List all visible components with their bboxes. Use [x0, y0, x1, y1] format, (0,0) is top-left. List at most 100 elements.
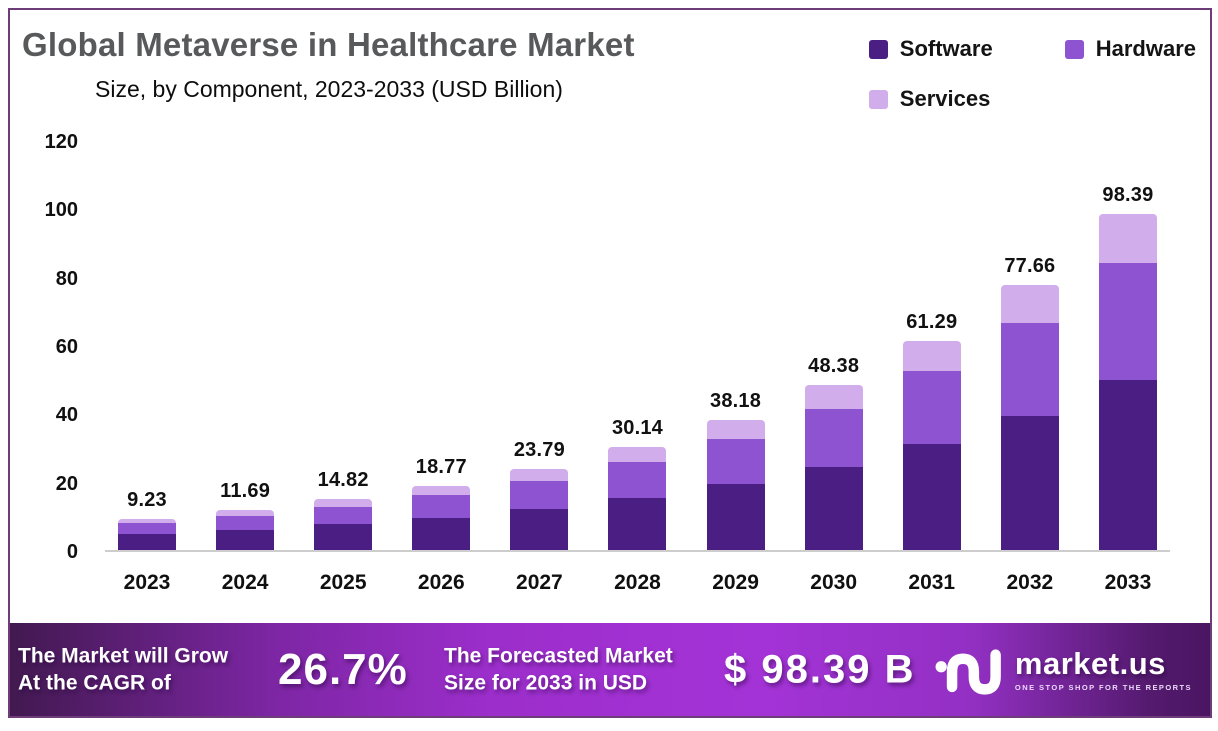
legend-label: Hardware [1095, 36, 1196, 61]
brand-logo: market.us ONE STOP SHOP FOR THE REPORTS [933, 645, 1192, 695]
bar-segment-software [804, 466, 863, 550]
bar-2032: 77.66 2032 [1000, 142, 1059, 594]
brand-text: market.us ONE STOP SHOP FOR THE REPORTS [1015, 648, 1192, 692]
bar-segment-services [804, 384, 863, 409]
bar-segment-services [412, 485, 471, 496]
bar-segment-hardware [510, 480, 569, 509]
bar-segment-software [1098, 380, 1157, 550]
page-title: Global Metaverse in Healthcare Market [22, 26, 635, 63]
forecast-label-line1: The Forecasted Market [444, 643, 673, 667]
bar-total-label: 9.23 [127, 488, 167, 511]
forecast-label-line2: Size for 2033 in USD [444, 671, 648, 695]
page-subtitle: Size, by Component, 2023-2033 (USD Billi… [95, 76, 563, 102]
bar-2023: 9.23 2023 [118, 142, 176, 594]
cagr-label-line1: The Market will Grow [18, 643, 229, 667]
y-tick-label-40: 40 [55, 404, 78, 427]
bar-segment-hardware [314, 506, 373, 525]
x-axis-label-2029: 2029 [712, 571, 759, 594]
x-axis-label-2033: 2033 [1104, 571, 1152, 594]
bar-segment-software [1000, 416, 1059, 550]
x-axis-label-2023: 2023 [123, 571, 171, 594]
x-axis-label-2031: 2031 [908, 571, 956, 594]
bar-segment-services [216, 510, 275, 516]
x-axis-label-2032: 2032 [1006, 571, 1054, 594]
forecast-value: $ 98.39 B [724, 647, 916, 691]
bar-segment-software [216, 529, 275, 550]
bar-segment-services [118, 518, 176, 524]
bar-segment-services [706, 419, 765, 439]
footer-banner: The Market will Grow At the CAGR of 26.7… [10, 623, 1210, 716]
brand-tagline: ONE STOP SHOP FOR THE REPORTS [1014, 682, 1192, 692]
y-tick-label-120: 120 [44, 131, 78, 153]
bar-total-label: 98.39 [1102, 183, 1154, 206]
legend-swatch-services [868, 89, 888, 109]
bar-2031: 61.29 2031 [902, 142, 961, 594]
y-tick-label-80: 80 [55, 267, 78, 290]
market-us-icon [935, 648, 1001, 695]
bar-segment-software [118, 534, 176, 550]
bar-segment-hardware [608, 462, 667, 498]
bar-2025: 14.82 2025 [314, 142, 373, 594]
bar-segment-software [510, 509, 569, 550]
bar-2027: 23.79 2027 [510, 142, 569, 594]
bar-total-label: 48.38 [808, 354, 860, 377]
bar-2028: 30.14 2028 [608, 142, 667, 594]
bar-total-label: 18.77 [415, 455, 467, 478]
bar-total-label: 11.69 [220, 480, 271, 503]
bar-total-label: 23.79 [513, 438, 565, 461]
bar-2033: 98.39 2033 [1098, 142, 1157, 594]
x-axis-label-2027: 2027 [516, 571, 563, 594]
x-axis-label-2026: 2026 [417, 571, 465, 594]
legend-item-services: Services [868, 86, 993, 112]
bar-segment-hardware [706, 438, 765, 485]
bar-segment-hardware [216, 515, 275, 530]
legend-item-hardware: Hardware [1064, 36, 1196, 62]
chart-legend: Software Hardware Services [868, 36, 1196, 112]
bar-segment-hardware [412, 495, 471, 518]
infographic-frame: Global Metaverse in Healthcare Market Si… [8, 8, 1212, 718]
bar-total-label: 30.14 [611, 417, 663, 440]
bar-segment-software [706, 484, 765, 550]
bar-segment-hardware [804, 408, 863, 467]
bar-segment-software [412, 517, 471, 550]
bar-segment-services [1000, 284, 1059, 324]
brand-name: market.us [1014, 645, 1166, 681]
bar-segment-services [608, 447, 667, 462]
cagr-label: The Market will Grow At the CAGR of [18, 642, 228, 697]
bar-2030: 48.38 2030 [804, 142, 863, 594]
bar-2024: 11.69 2024 [216, 142, 275, 594]
bar-segment-services [1098, 213, 1157, 263]
bar-segment-services [510, 468, 569, 481]
legend-label: Services [899, 86, 991, 111]
x-axis-label-2030: 2030 [810, 571, 858, 594]
y-tick-label-0: 0 [66, 541, 78, 563]
legend-swatch-software [868, 39, 888, 59]
bar-total-label: 77.66 [1004, 254, 1056, 277]
y-tick-label-100: 100 [44, 199, 78, 222]
x-axis-label-2025: 2025 [319, 571, 367, 594]
bar-segment-software [608, 498, 667, 550]
y-axis: 0 20 40 60 80 100 120 [28, 131, 78, 563]
bar-2026: 18.77 2026 [412, 142, 471, 594]
bar-segment-services [902, 340, 961, 372]
y-tick-label-60: 60 [55, 336, 78, 358]
legend-label: Software [899, 36, 993, 61]
bar-segment-software [902, 444, 961, 550]
cagr-value: 26.7% [278, 644, 408, 694]
bar-segment-hardware [1000, 323, 1059, 416]
legend-item-software: Software [868, 36, 993, 62]
bar-segment-services [314, 499, 373, 507]
bar-2029: 38.18 2029 [706, 142, 765, 594]
cagr-label-line2: At the CAGR of [18, 671, 171, 695]
bar-total-label: 61.29 [906, 310, 958, 333]
x-axis-label-2028: 2028 [614, 571, 661, 594]
legend-swatch-hardware [1064, 39, 1084, 59]
forecast-label: The Forecasted Market Size for 2033 in U… [444, 642, 673, 697]
bar-segment-hardware [118, 523, 176, 535]
y-tick-label-20: 20 [55, 472, 78, 495]
bar-segment-hardware [902, 371, 961, 445]
bar-total-label: 14.82 [317, 469, 369, 492]
x-axis-label-2024: 2024 [221, 571, 269, 594]
bar-total-label: 38.18 [710, 389, 762, 412]
bar-segment-software [314, 524, 373, 550]
